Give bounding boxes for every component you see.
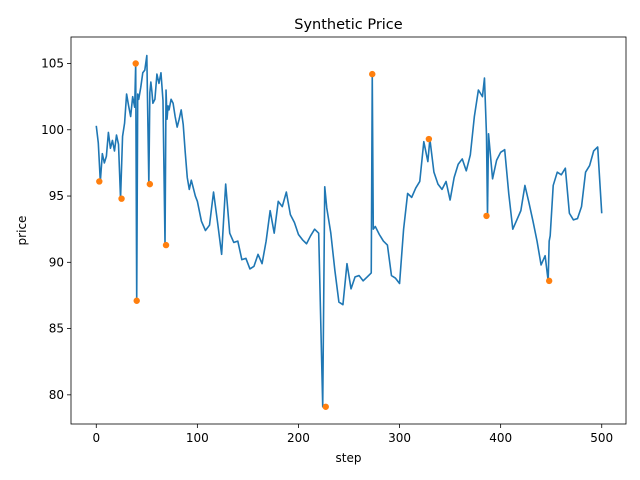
x-axis-ticks: 0 100 200 300 400 500 [92,424,613,445]
anomaly-point [133,297,140,304]
x-tick-label: 200 [287,431,310,445]
anomaly-point [96,178,103,185]
plot-area [95,54,603,410]
x-tick-label: 100 [186,431,209,445]
y-tick-label: 105 [41,57,64,71]
y-tick-label: 85 [49,322,64,336]
x-tick-label: 300 [388,431,411,445]
y-tick-label: 90 [49,255,64,269]
chart-title: Synthetic Price [294,17,403,33]
anomaly-point [118,195,125,202]
anomaly-point [322,403,329,410]
anomaly-point [146,180,154,188]
price-series-line [95,54,603,408]
axes-frame [70,36,627,425]
anomaly-point [132,60,139,67]
anomaly-point [369,70,376,78]
anomaly-point [162,241,170,249]
anomaly-point [425,135,433,143]
x-tick-label: 500 [590,431,613,445]
x-tick-label: 0 [92,431,100,445]
x-tick-label: 400 [489,431,512,445]
y-tick-label: 80 [49,388,64,402]
y-tick-label: 100 [41,123,64,137]
y-axis-ticks: 80 85 90 95 100 105 [41,57,71,402]
y-tick-label: 95 [49,189,64,203]
x-axis-label: step [336,451,362,465]
anomaly-point [483,212,490,220]
y-axis-label: price [15,216,29,246]
anomaly-point [545,277,553,285]
